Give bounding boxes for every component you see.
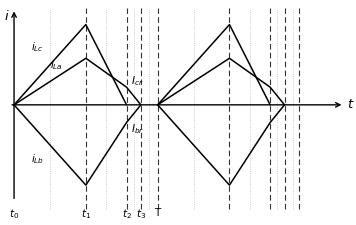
Text: $i_{La}$: $i_{La}$	[50, 58, 63, 72]
Text: i: i	[4, 10, 8, 23]
Text: $i_{Lb}$: $i_{Lb}$	[31, 153, 44, 166]
Text: $t_1$: $t_1$	[81, 208, 91, 221]
Text: $I_{br}$: $I_{br}$	[131, 122, 144, 136]
Text: $t_3$: $t_3$	[136, 208, 146, 221]
Text: $t_2$: $t_2$	[122, 208, 131, 221]
Text: $t_0$: $t_0$	[9, 208, 19, 221]
Text: $i_{Lc}$: $i_{Lc}$	[31, 40, 44, 54]
Text: t: t	[347, 98, 352, 111]
Text: $I_{cr}$: $I_{cr}$	[131, 74, 144, 88]
Text: T: T	[155, 208, 161, 218]
